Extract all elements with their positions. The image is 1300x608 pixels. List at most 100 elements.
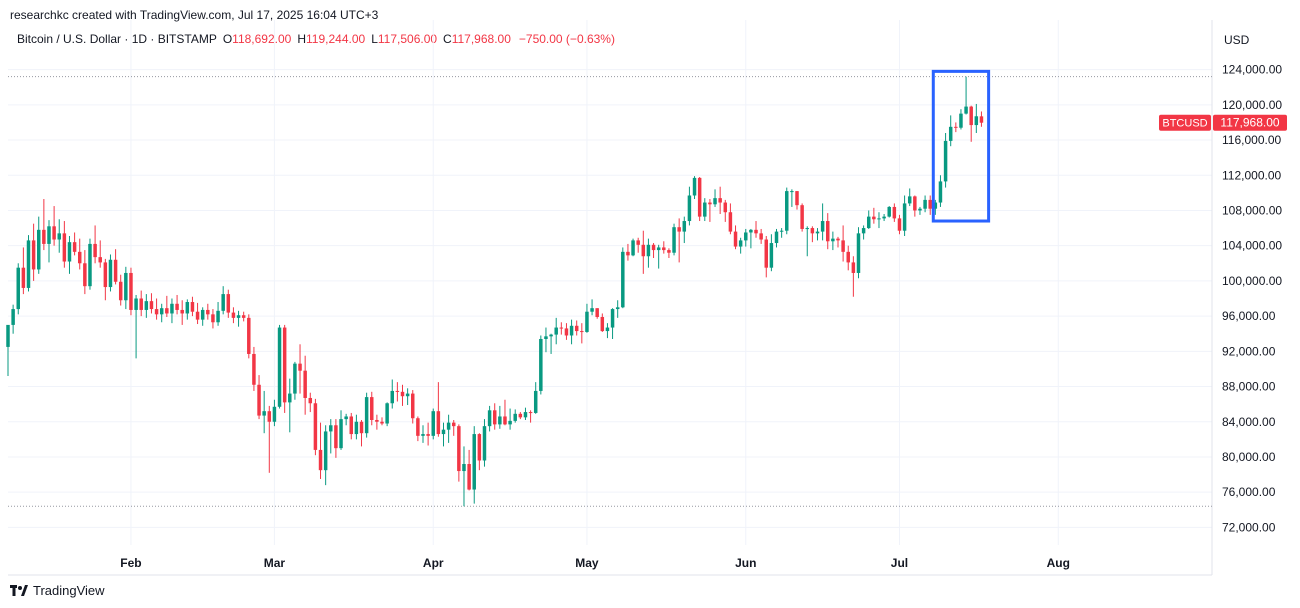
candle-body [549,334,553,337]
candle-up [749,228,753,249]
tradingview-logo[interactable]: TradingView [10,583,105,598]
candle-down [651,243,656,259]
candle-body [646,244,651,257]
candle-body [93,243,97,258]
candle-body [124,272,128,301]
candle-down [954,122,958,133]
candle-down [503,399,507,426]
candle-down [897,214,902,235]
candle-body [528,412,533,414]
candle-body [36,229,41,270]
price-tick-label: 80,000.00 [1222,450,1276,464]
candle-body [329,425,333,432]
last-price-badge-layer: BTCUSD 117,968.00 [1159,114,1287,131]
price-tick-label: 96,000.00 [1222,309,1276,323]
candle-body [370,397,374,420]
candle-up [866,210,871,229]
candle-down [718,186,722,214]
currency-label[interactable]: USD [1224,33,1250,47]
candle-body [744,232,748,241]
candle-down [451,419,456,436]
candle-body [185,302,190,314]
candle-body [928,199,932,209]
candle-up [200,307,205,326]
candle-down [733,225,738,250]
candle-up [498,405,502,429]
candle-body [462,464,466,472]
candle-up [293,361,297,400]
month-tick-label: Apr [423,556,444,570]
candle-down [810,226,815,243]
price-axis: 72,000.00 76,000.00 80,000.00 84,000.00 88,0… [1222,63,1282,535]
candle-down [349,412,354,440]
candle-body [303,370,307,398]
candle-up [277,324,282,409]
candle-body [359,421,364,434]
candle-down [872,207,876,224]
candle-body [98,257,102,263]
candle-up [544,327,548,353]
candle-body [718,198,722,203]
candle-up [882,213,886,222]
candle-body [923,199,927,209]
candle-up [656,244,661,269]
candle-up [421,425,425,443]
candle-body [139,298,143,310]
candle-down [206,303,210,320]
candle-body [969,106,973,126]
candle-body [846,251,850,263]
candle-up [67,235,72,274]
candle-body [831,238,835,242]
candle-up [47,220,51,263]
candle-up [815,228,820,241]
tradingview-brand-text: TradingView [33,583,105,598]
candle-up [441,422,446,447]
symbol-title[interactable]: Bitcoin / U.S. Dollar · 1D · BITSTAMP [17,32,217,46]
candle-body [165,308,169,314]
candle-down [426,422,430,446]
candle-up [902,195,907,236]
candle-body [267,411,272,422]
candle-down [83,250,87,295]
candle-up [446,414,451,443]
candle-up [482,419,487,467]
highlight-box [931,69,991,223]
candle-up [877,212,881,229]
candle-body [892,206,897,219]
candle-down [580,323,584,344]
candle-down [77,238,82,270]
candle-up [159,303,164,323]
candle-up [216,302,220,326]
ohlc-legend: Bitcoin / U.S. Dollar · 1D · BITSTAMP O … [17,32,615,46]
candle-body [149,301,154,310]
candle-body [446,422,451,430]
candle-up [590,299,594,316]
candle-body [913,196,917,211]
candle-down [231,307,236,324]
candle-body [221,294,225,311]
candle-down [175,294,179,315]
candle-down [149,293,154,314]
candle-up [344,413,348,426]
candle-up [405,388,410,406]
candle-down [165,295,169,317]
candle-body [349,416,354,435]
candle-body [779,230,784,232]
candle-up [364,392,369,438]
candle-up [144,294,149,318]
candle-down [826,213,830,250]
candle-body [395,390,400,392]
candle-up [887,206,891,218]
candle-body [241,315,246,318]
candle-body [523,412,528,418]
candle-body [11,309,15,325]
candle-body [933,202,938,209]
candle-body [672,227,676,253]
candle-up [329,419,333,454]
candle-body [708,202,712,205]
month-tick-label: Jun [735,556,756,570]
candle-body [815,231,820,234]
candle-down [416,416,420,442]
